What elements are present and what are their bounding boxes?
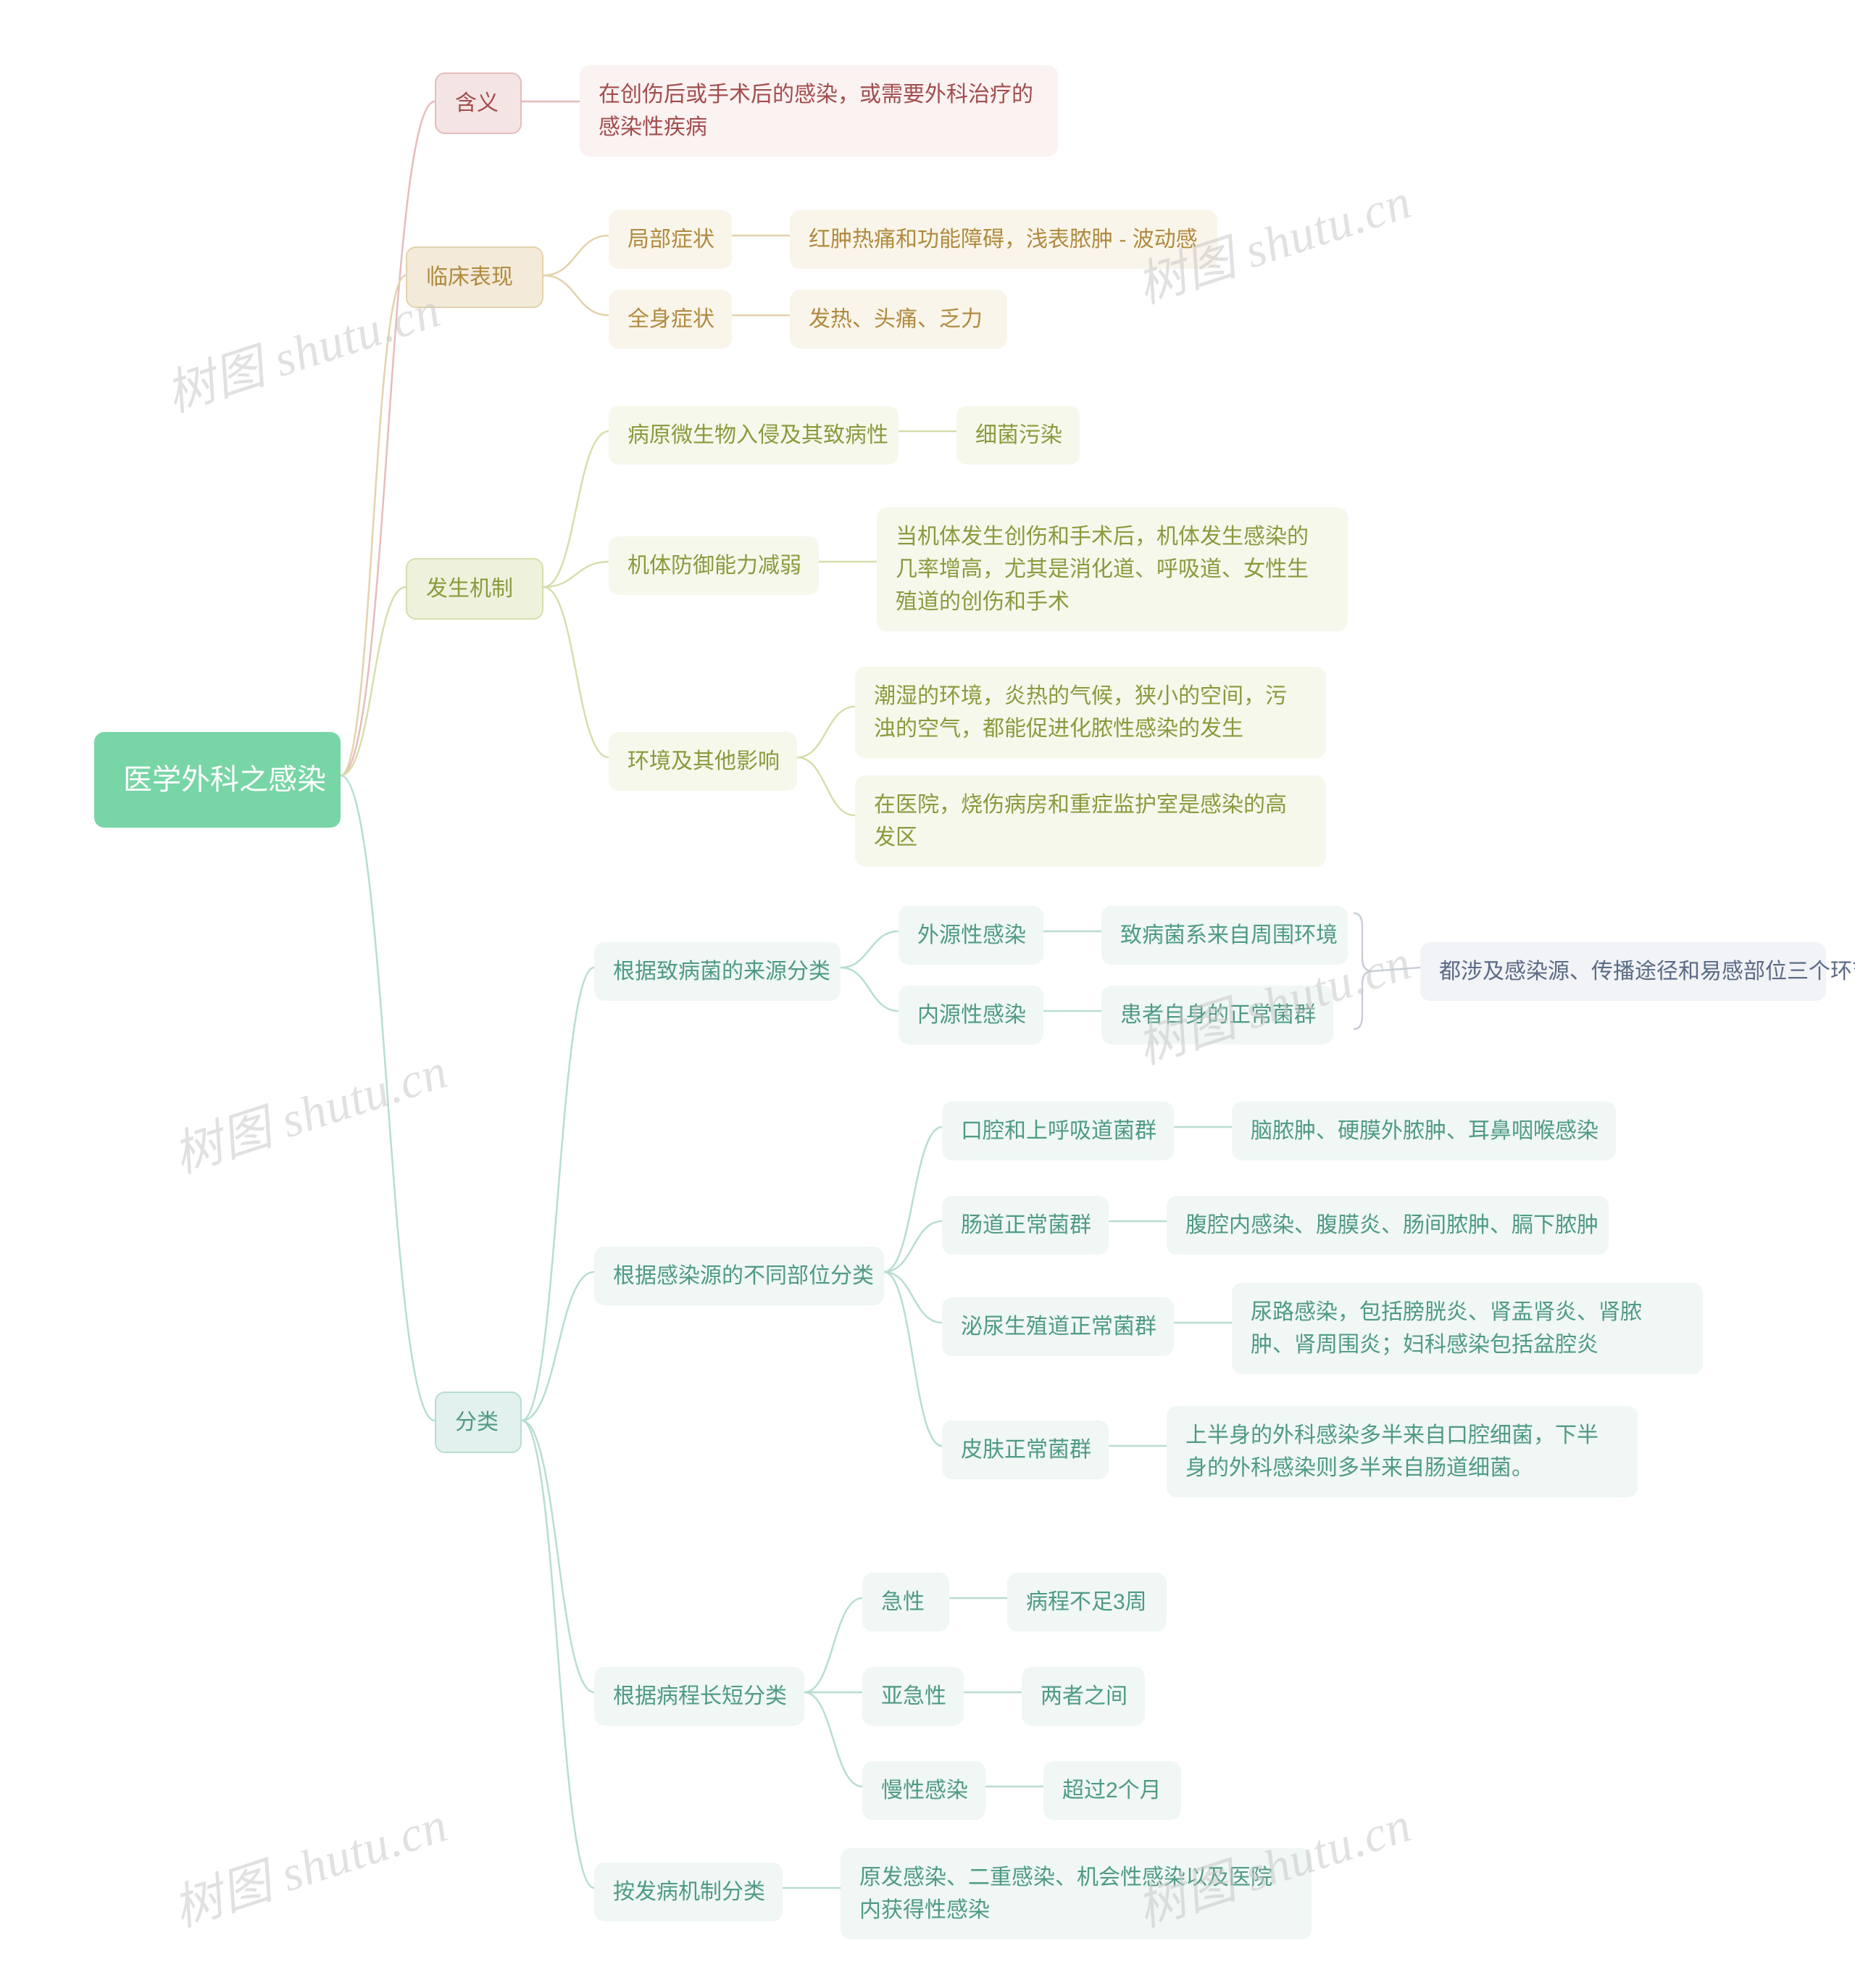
leaf-node: 皮肤正常菌群 <box>942 1421 1109 1479</box>
leaf-node: 尿路感染，包括膀胱炎、肾盂肾炎、肾脓肿、肾周围炎；妇科感染包括盆腔炎 <box>1232 1283 1703 1374</box>
branch-node: 临床表现 <box>406 246 543 308</box>
leaf-node: 病程不足3周 <box>1007 1573 1167 1631</box>
leaf-node: 内源性感染 <box>899 986 1043 1044</box>
leaf-node: 潮湿的环境，炎热的气候，狭小的空间，污浊的空气，都能促进化脓性感染的发生 <box>855 667 1326 758</box>
leaf-node: 患者自身的正常菌群 <box>1101 986 1333 1044</box>
leaf-node: 泌尿生殖道正常菌群 <box>942 1297 1174 1356</box>
leaf-node: 病原微生物入侵及其致病性 <box>609 406 899 465</box>
leaf-node: 当机体发生创伤和手术后，机体发生感染的几率增高，尤其是消化道、呼吸道、女性生殖道… <box>877 507 1348 631</box>
leaf-node: 细菌污染 <box>956 406 1080 465</box>
leaf-node: 两者之间 <box>1022 1667 1145 1726</box>
leaf-node: 口腔和上呼吸道菌群 <box>942 1102 1174 1160</box>
leaf-node: 肠道正常菌群 <box>942 1196 1109 1255</box>
leaf-node: 机体防御能力减弱 <box>609 536 819 595</box>
branch-node: 分类 <box>435 1392 522 1453</box>
watermark: 树图 shutu.cn <box>155 270 448 425</box>
leaf-node: 超过2个月 <box>1043 1761 1181 1820</box>
leaf-node: 亚急性 <box>862 1667 964 1726</box>
watermark: 树图 shutu.cn <box>162 1784 455 1940</box>
leaf-node: 局部症状 <box>609 210 732 269</box>
leaf-node: 脑脓肿、硬膜外脓肿、耳鼻咽喉感染 <box>1232 1102 1616 1160</box>
branch-node: 含义 <box>435 72 522 134</box>
leaf-node: 腹腔内感染、腹膜炎、肠间脓肿、膈下脓肿 <box>1167 1196 1609 1255</box>
leaf-node: 按发病机制分类 <box>594 1863 783 1921</box>
leaf-node: 原发感染、二重感染、机会性感染以及医院内获得性感染 <box>841 1848 1312 1939</box>
leaf-node: 全身症状 <box>609 290 732 349</box>
leaf-node: 外源性感染 <box>899 906 1043 965</box>
leaf-node: 环境及其他影响 <box>609 732 797 791</box>
leaf-node: 发热、头痛、乏力 <box>790 290 1007 349</box>
leaf-node: 慢性感染 <box>862 1761 985 1820</box>
leaf-node: 红肿热痛和功能障碍，浅表脓肿 - 波动感 <box>790 210 1217 269</box>
leaf-node: 在创伤后或手术后的感染，或需要外科治疗的感染性疾病 <box>580 65 1058 157</box>
leaf-node: 致病菌系来自周围环境 <box>1101 906 1348 965</box>
leaf-node: 上半身的外科感染多半来自口腔细菌，下半身的外科感染则多半来自肠道细菌。 <box>1167 1406 1638 1497</box>
leaf-node: 都涉及感染源、传播途径和易感部位三个环节 <box>1420 942 1826 1001</box>
branch-node: 发生机制 <box>406 558 543 620</box>
leaf-node: 急性 <box>862 1573 949 1631</box>
root-node: 医学外科之感染 <box>94 732 341 828</box>
watermark: 树图 shutu.cn <box>162 1031 455 1186</box>
leaf-node: 根据感染源的不同部位分类 <box>594 1247 884 1305</box>
leaf-node: 根据病程长短分类 <box>594 1667 804 1726</box>
leaf-node: 根据致病菌的来源分类 <box>594 942 841 1001</box>
leaf-node: 在医院，烧伤病房和重症监护室是感染的高发区 <box>855 775 1326 867</box>
